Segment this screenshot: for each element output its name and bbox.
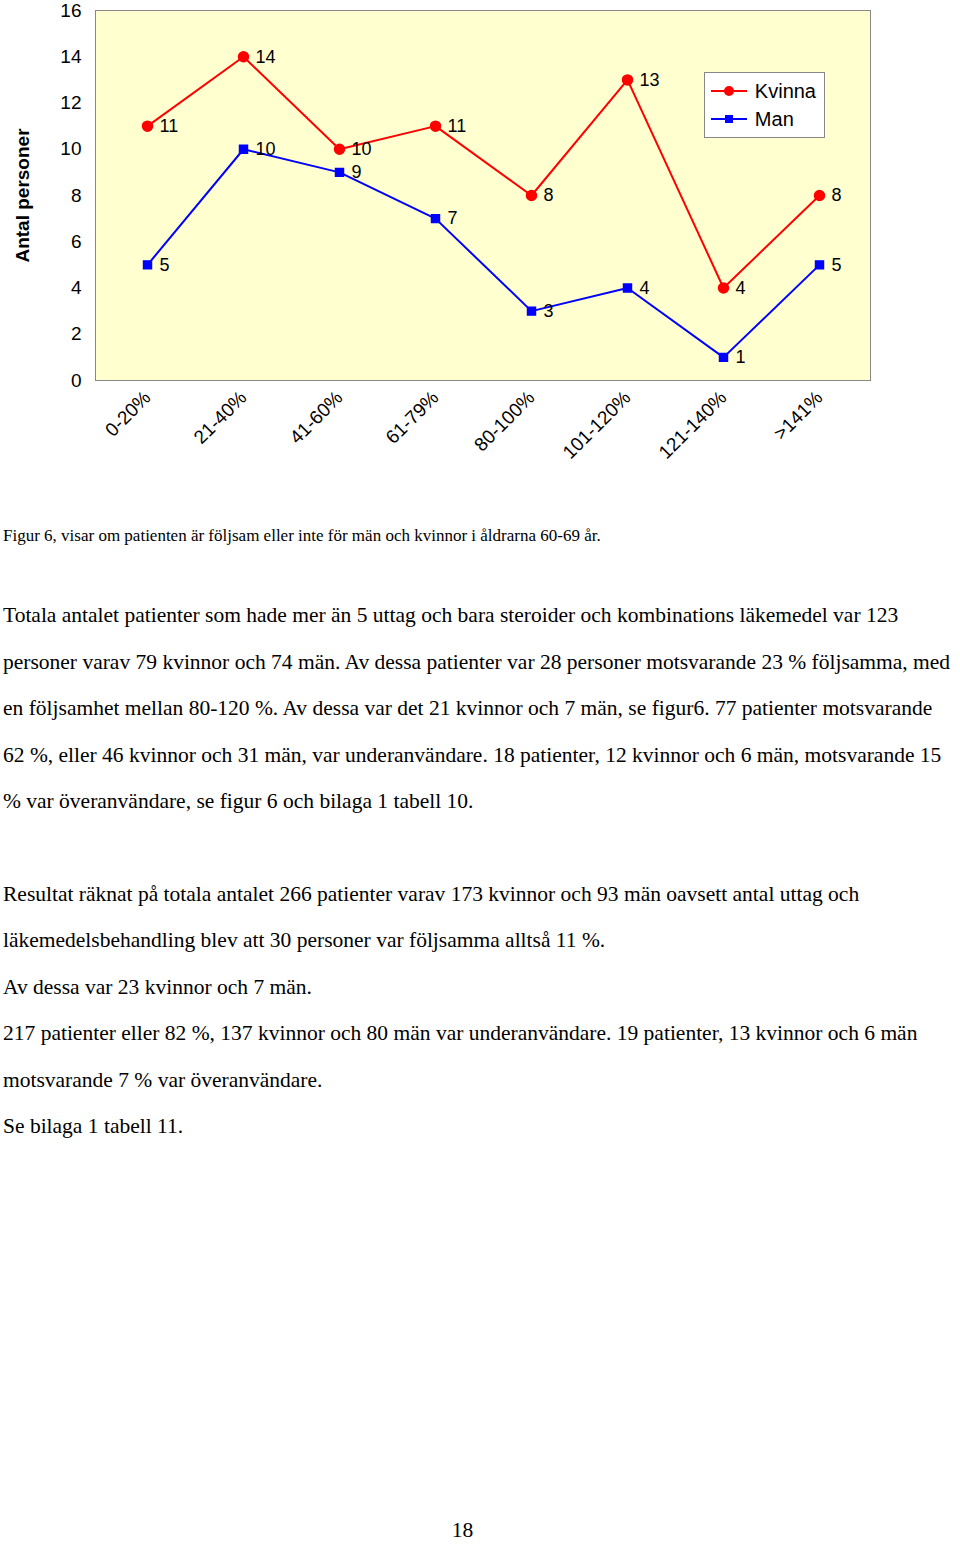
- svg-text:5: 5: [832, 255, 842, 275]
- svg-text:Antal personer: Antal personer: [12, 128, 33, 263]
- svg-text:11: 11: [448, 116, 467, 136]
- svg-text:14: 14: [256, 47, 276, 67]
- svg-text:80-100%: 80-100%: [470, 387, 539, 456]
- svg-text:5: 5: [160, 255, 170, 275]
- svg-text:21-40%: 21-40%: [189, 387, 250, 448]
- svg-text:121-140%: 121-140%: [655, 387, 731, 463]
- svg-text:>141%: >141%: [770, 387, 827, 444]
- svg-text:1: 1: [736, 347, 746, 367]
- svg-text:61-79%: 61-79%: [381, 387, 442, 448]
- svg-text:7: 7: [448, 208, 458, 228]
- html-text:Totala antalet patienter som h: Totala antalet patienter som hade mer än…: [3, 603, 951, 813]
- svg-text:4: 4: [71, 277, 82, 298]
- html-text:Man: Man: [754, 108, 794, 130]
- svg-text:16: 16: [60, 0, 81, 21]
- html-text:Kvinna: Kvinna: [754, 80, 816, 102]
- svg-text:3: 3: [544, 301, 554, 321]
- html-text:Se bilaga 1 tabell 11.: Se bilaga 1 tabell 11.: [3, 1114, 184, 1138]
- svg-text:10: 10: [256, 139, 276, 159]
- svg-text:12: 12: [60, 92, 81, 113]
- svg-text:41-60%: 41-60%: [285, 387, 346, 448]
- svg-text:11: 11: [160, 116, 179, 136]
- svg-text:4: 4: [640, 278, 650, 298]
- svg-text:10: 10: [60, 138, 81, 159]
- svg-text:8: 8: [544, 185, 554, 205]
- svg-text:8: 8: [71, 185, 82, 206]
- svg-text:8: 8: [832, 185, 842, 205]
- svg-text:101-120%: 101-120%: [559, 387, 635, 463]
- svg-text:6: 6: [71, 231, 82, 252]
- svg-text:2: 2: [71, 323, 82, 344]
- svg-text:4: 4: [736, 278, 746, 298]
- svg-text:10: 10: [352, 139, 372, 159]
- svg-text:14: 14: [60, 46, 82, 67]
- html-text:Figur 6, visar om patienten är: Figur 6, visar om patienten är följsam e…: [3, 526, 601, 545]
- html-text:18: 18: [451, 1518, 474, 1542]
- svg-text:9: 9: [352, 162, 362, 182]
- html-text:Resultat räknat på totala anta: Resultat räknat på totala antalet 266 pa…: [3, 881, 860, 952]
- svg-text:0: 0: [71, 370, 82, 391]
- svg-text:13: 13: [640, 70, 660, 90]
- html-text:Av dessa var 23 kvinnor och 7: Av dessa var 23 kvinnor och 7 män.: [3, 974, 312, 999]
- html-text:217 patienter eller 82 %, 137: 217 patienter eller 82 %, 137 kvinnor oc…: [3, 1021, 918, 1092]
- svg-text:0-20%: 0-20%: [101, 387, 155, 441]
